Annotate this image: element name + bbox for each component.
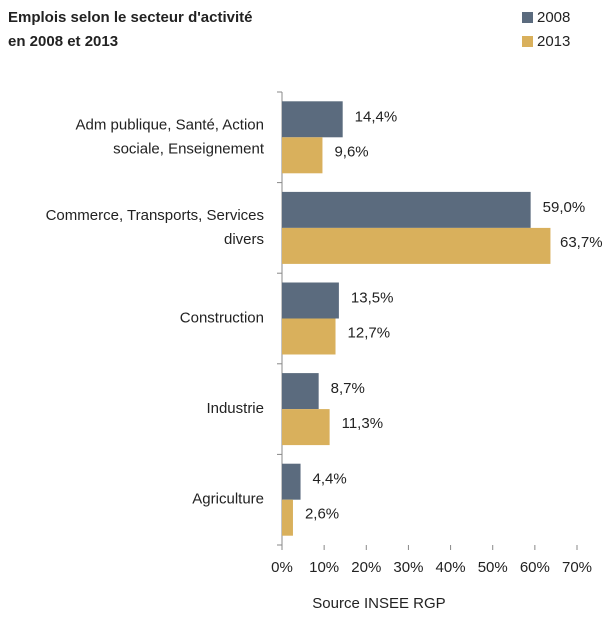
x-tick-label: 50%	[478, 559, 508, 576]
bar	[282, 282, 339, 319]
bar	[282, 191, 531, 228]
x-tick-label: 0%	[271, 559, 293, 576]
bar	[282, 409, 330, 446]
value-label: 4,4%	[313, 471, 347, 488]
bar	[282, 227, 551, 264]
x-tick-label: 30%	[393, 559, 423, 576]
bar	[282, 463, 301, 500]
bar	[282, 373, 319, 410]
bar	[282, 101, 343, 138]
value-label: 8,7%	[331, 380, 365, 397]
y-tick-label: Commerce, Transports, Services divers	[46, 207, 264, 248]
value-label: 59,0%	[543, 199, 586, 216]
y-tick-label: Adm publique, Santé, Action sociale, Ense…	[76, 116, 265, 157]
value-label: 2,6%	[305, 506, 339, 523]
x-tick-label: 10%	[309, 559, 339, 576]
value-label: 63,7%	[560, 234, 603, 251]
legend-label: 2013	[537, 33, 570, 50]
value-label: 11,3%	[342, 415, 383, 432]
bar	[282, 499, 293, 536]
value-label: 13,5%	[351, 289, 394, 306]
x-tick-label: 20%	[351, 559, 381, 576]
y-tick-label: Construction	[180, 309, 264, 326]
value-label: 12,7%	[348, 324, 391, 341]
x-tick-label: 40%	[436, 559, 466, 576]
chart-title: Emplois selon le secteur d'activité en 20…	[8, 9, 253, 50]
y-tick-label: Industrie	[206, 400, 264, 417]
legend-swatch	[522, 36, 533, 47]
value-label: 9,6%	[334, 143, 368, 160]
source: Source INSEE RGP	[312, 595, 445, 612]
x-tick-label: 60%	[520, 559, 550, 576]
x-tick-label: 70%	[562, 559, 592, 576]
value-label: 14,4%	[355, 108, 398, 125]
y-tick-label: Agriculture	[192, 491, 264, 508]
bar	[282, 137, 323, 174]
legend-swatch	[522, 12, 533, 23]
bar	[282, 318, 336, 355]
legend-label: 2008	[537, 9, 570, 26]
